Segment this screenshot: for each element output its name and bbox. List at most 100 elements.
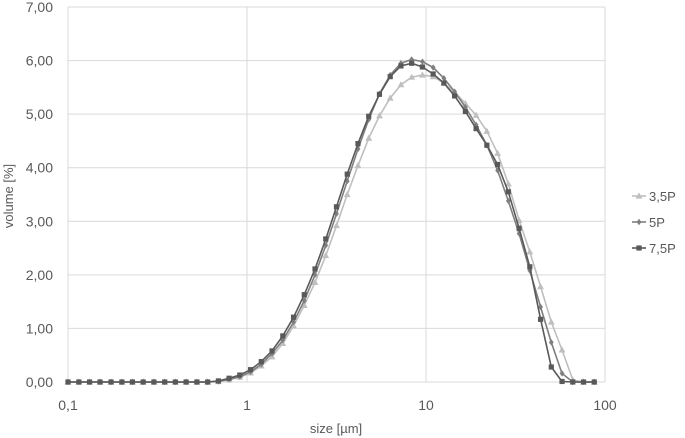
data-point <box>65 379 71 385</box>
y-tick-label: 0,00 <box>26 374 53 390</box>
data-point <box>420 58 425 65</box>
data-point <box>344 171 350 177</box>
x-tick-label: 1 <box>243 397 251 413</box>
data-point <box>344 177 350 185</box>
data-point <box>333 204 340 210</box>
y-tick-label: 6,00 <box>26 53 53 69</box>
data-point <box>323 236 329 242</box>
x-axis-title: size [µm] <box>310 421 362 436</box>
data-point <box>172 379 178 385</box>
data-point <box>151 379 157 385</box>
data-point <box>280 333 286 339</box>
y-tick-label: 1,00 <box>26 320 53 336</box>
data-point <box>97 379 103 385</box>
data-point <box>300 301 308 308</box>
data-point <box>526 248 534 255</box>
data-point <box>484 142 490 148</box>
data-point <box>462 108 468 115</box>
data-point <box>398 63 404 69</box>
legend-marker <box>636 218 642 226</box>
data-point <box>408 73 416 80</box>
legend-label: 5P <box>649 215 665 230</box>
legend-label: 7,5P <box>649 241 676 256</box>
data-point <box>237 372 243 378</box>
y-axis-title: volume [%] <box>1 164 16 228</box>
series-7-5P <box>65 60 597 385</box>
data-point <box>322 251 330 259</box>
y-tick-label: 3,00 <box>26 213 53 229</box>
data-point <box>365 134 373 141</box>
data-point <box>312 266 318 272</box>
data-point <box>183 379 189 385</box>
data-point <box>108 379 114 385</box>
data-point <box>355 145 361 153</box>
data-point <box>269 348 275 354</box>
data-point <box>559 370 565 377</box>
gridlines <box>67 6 606 383</box>
data-point <box>86 379 93 385</box>
data-point <box>258 359 264 365</box>
data-point <box>333 221 340 229</box>
data-point <box>495 161 501 168</box>
tick-labels: 0,00 1,00 2,00 3,00 4,00 5,00 6,00 7,00 0,1 1 10 10… <box>26 0 617 413</box>
data-point <box>441 80 447 86</box>
data-point <box>419 64 426 70</box>
data-point <box>129 379 136 385</box>
data-point <box>538 303 543 311</box>
data-point <box>355 141 361 147</box>
data-point <box>301 292 307 298</box>
data-point <box>397 81 405 88</box>
data-point <box>366 113 372 119</box>
data-point <box>570 379 576 385</box>
data-point <box>452 88 458 95</box>
data-point <box>472 111 480 118</box>
data-point <box>537 283 544 290</box>
data-point <box>376 91 383 97</box>
x-tick-label: 10 <box>418 397 434 413</box>
data-point <box>194 379 200 385</box>
data-point <box>76 379 82 385</box>
data-point <box>547 318 555 325</box>
data-point <box>430 71 436 77</box>
data-point <box>386 94 394 101</box>
data-point <box>323 242 329 249</box>
data-point <box>226 375 232 381</box>
data-point <box>527 264 533 270</box>
data-point <box>516 230 522 237</box>
data-point <box>387 74 393 80</box>
data-point <box>430 64 436 71</box>
data-point <box>301 297 307 304</box>
data-point <box>591 379 597 385</box>
legend-item: 3,5P <box>632 189 676 204</box>
data-point <box>247 367 254 373</box>
data-point <box>280 337 286 344</box>
data-point <box>473 126 479 132</box>
series-lines <box>64 56 598 386</box>
data-point <box>343 190 351 198</box>
data-point <box>290 322 297 329</box>
data-point <box>504 180 512 187</box>
data-point <box>505 189 511 195</box>
y-tick-label: 5,00 <box>26 106 53 122</box>
data-point <box>162 379 168 385</box>
data-point <box>215 378 221 384</box>
data-point <box>140 379 146 385</box>
data-point <box>548 339 554 346</box>
data-point <box>452 93 458 99</box>
legend-marker <box>636 245 642 251</box>
x-tick-label: 0,1 <box>58 397 78 413</box>
data-point <box>505 197 511 205</box>
data-point <box>419 71 426 78</box>
y-tick-label: 2,00 <box>26 267 53 283</box>
data-point <box>548 364 554 370</box>
legend: 3,5P 5P 7,5P <box>632 189 676 256</box>
data-point <box>354 161 362 169</box>
legend-marker <box>635 192 643 199</box>
legend-item: 7,5P <box>632 241 676 256</box>
data-point <box>119 379 125 385</box>
data-point <box>537 316 544 322</box>
data-point <box>494 149 502 156</box>
data-point <box>376 112 383 119</box>
